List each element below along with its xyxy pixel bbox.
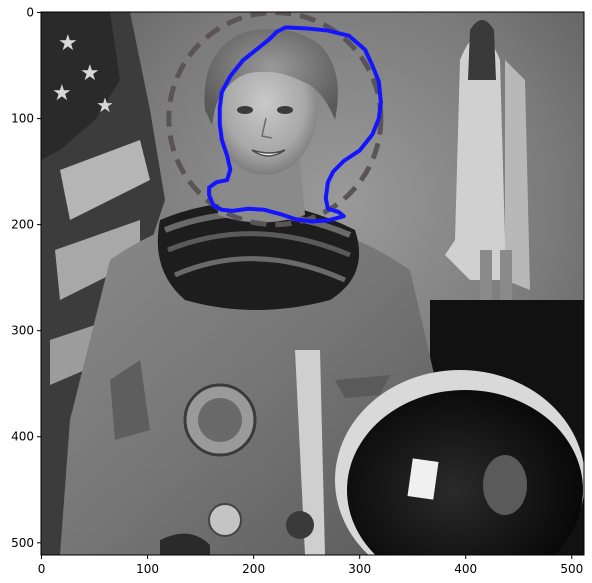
snake-contour [207, 25, 383, 224]
y-axis: 0 100 200 300 400 500 [11, 6, 41, 550]
x-tick-label: 200 [242, 562, 265, 576]
svg-text:★: ★ [52, 81, 72, 106]
x-tick-label: 100 [136, 562, 159, 576]
svg-text:★: ★ [80, 61, 100, 86]
helmet-graphic [335, 370, 584, 555]
svg-text:★: ★ [58, 31, 78, 56]
y-tick-label: 0 [26, 6, 34, 20]
svg-text:★: ★ [96, 93, 114, 117]
x-tick-label: 500 [560, 562, 583, 576]
y-tick-label: 300 [11, 324, 34, 338]
x-tick-label: 300 [348, 562, 371, 576]
y-tick-label: 500 [11, 536, 34, 550]
axes-frame [40, 11, 585, 556]
y-tick-label: 100 [11, 112, 34, 126]
y-tick-label: 200 [11, 218, 34, 232]
x-tick-label: 0 [38, 562, 46, 576]
suit-graphic [60, 202, 440, 555]
x-axis: 0 100 200 300 400 500 [38, 555, 583, 576]
astronaut-image: ★ ★ ★ ★ [41, 12, 584, 555]
head-graphic [204, 28, 338, 223]
y-tick-label: 400 [11, 430, 34, 444]
initial-contour-circle [166, 12, 384, 228]
x-tick-label: 400 [454, 562, 477, 576]
